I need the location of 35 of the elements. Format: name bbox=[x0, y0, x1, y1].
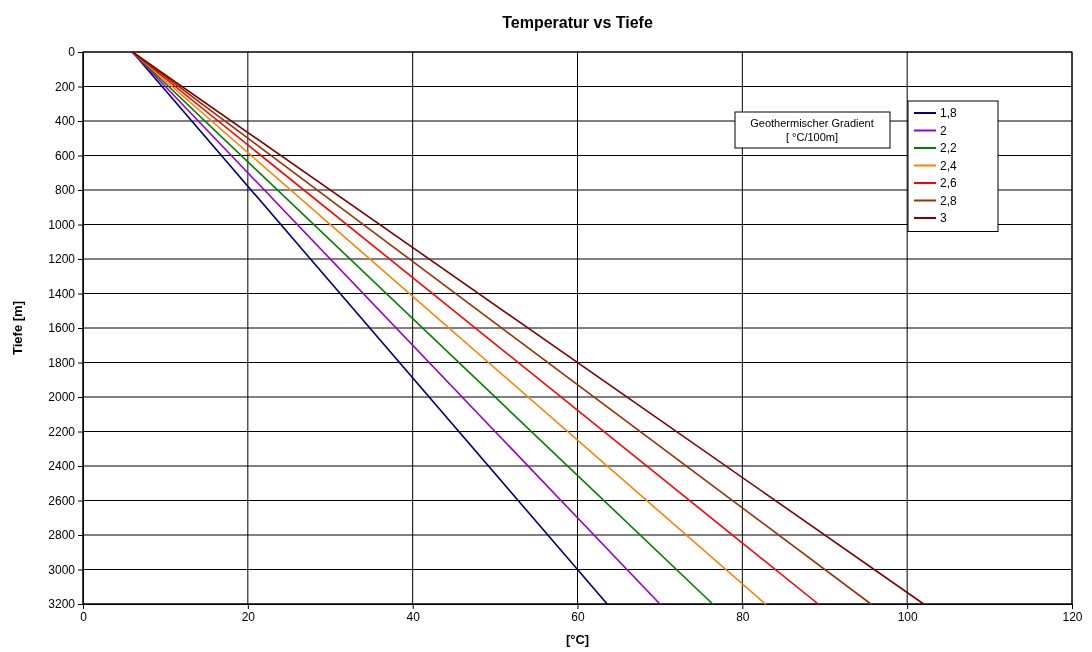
x-tick-label: 100 bbox=[897, 609, 918, 624]
y-tick-label: 3200 bbox=[48, 597, 76, 612]
legend-label: 1,8 bbox=[940, 106, 958, 120]
y-tick-label: 2800 bbox=[48, 528, 76, 543]
y-tick-label: 0 bbox=[68, 45, 76, 60]
y-tick-label: 2200 bbox=[48, 424, 76, 439]
y-tick-label: 1800 bbox=[48, 355, 76, 370]
x-tick-label: 40 bbox=[406, 609, 421, 624]
y-tick-label: 2400 bbox=[48, 459, 76, 474]
legend-label: 2,6 bbox=[940, 176, 958, 190]
legend-label: 3 bbox=[940, 211, 947, 225]
y-tick-label: 1400 bbox=[48, 286, 76, 301]
y-axis-title: Tiefe [m] bbox=[10, 301, 25, 355]
y-tick-label: 1200 bbox=[48, 252, 76, 267]
legend-label: 2,8 bbox=[940, 193, 958, 208]
legend-title: Geothermischer Gradient [ °C/100m] bbox=[750, 117, 874, 143]
y-tick-label: 2000 bbox=[48, 390, 76, 405]
x-axis-title: [°C] bbox=[565, 632, 590, 647]
y-tick-label: 3000 bbox=[48, 562, 76, 577]
x-tick-label: 80 bbox=[736, 609, 750, 624]
x-tick-label: 0 bbox=[80, 609, 88, 624]
chart-title: Temperatur vs Tiefe bbox=[502, 14, 653, 31]
x-tick-label: 60 bbox=[571, 609, 585, 624]
x-tick-label: 120 bbox=[1062, 609, 1083, 624]
legend-label: 2,4 bbox=[940, 158, 958, 173]
legend-label: 2,2 bbox=[940, 141, 958, 155]
y-tick-label: 600 bbox=[54, 148, 76, 163]
legend-label: 2 bbox=[940, 123, 947, 138]
y-tick-label: 1000 bbox=[48, 217, 76, 232]
y-tick-label: 1600 bbox=[48, 321, 76, 336]
y-tick-label: 800 bbox=[54, 183, 76, 198]
y-tick-label: 200 bbox=[54, 79, 76, 94]
x-tick-label: 20 bbox=[241, 609, 256, 624]
y-tick-label: 2600 bbox=[48, 493, 76, 508]
y-tick-label: 400 bbox=[54, 114, 76, 129]
